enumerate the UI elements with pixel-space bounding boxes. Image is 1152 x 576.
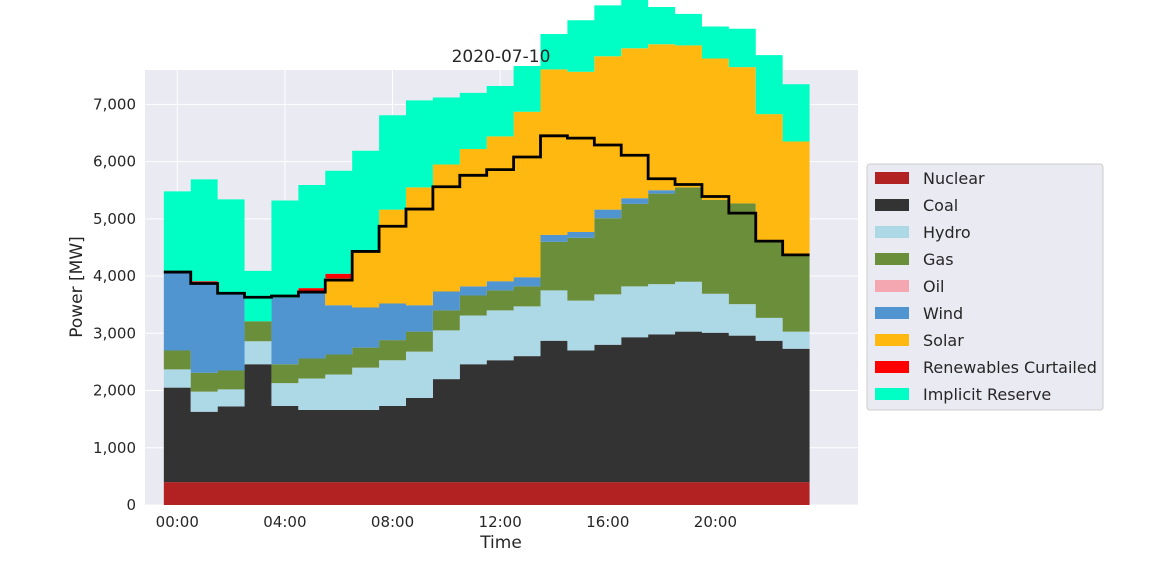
legend-swatch-oil (875, 280, 909, 292)
stacked-areas (163, 0, 810, 505)
x-tick-label: 20:00 (694, 513, 737, 531)
legend-swatch-nuclear (875, 172, 909, 184)
legend-swatch-hydro (875, 226, 909, 238)
legend: Nuclear Coal Hydro Gas Oil Wind Solar Renewable… (866, 163, 1104, 411)
y-tick-label: 0 (126, 496, 136, 514)
legend-label-wind: Wind (923, 304, 963, 323)
legend-swatch-gas (875, 253, 909, 265)
y-axis-label: Power [MW] (67, 236, 87, 338)
area-implicit-reserve (163, 0, 810, 322)
legend-swatch-wind (875, 307, 909, 319)
legend-swatch-implicit-reserve (875, 388, 909, 400)
legend-label-gas: Gas (923, 250, 954, 269)
y-tick-label: 5,000 (93, 210, 136, 228)
x-tick-label: 00:00 (156, 513, 199, 531)
legend-label-implicit-reserve: Implicit Reserve (923, 385, 1051, 404)
legend-label-solar: Solar (923, 331, 964, 350)
legend-frame (866, 163, 1104, 411)
x-axis-label: Time (479, 533, 522, 553)
x-axis-ticks: 00:00 04:00 08:00 12:00 16:00 20:00 (156, 513, 737, 531)
y-tick-label: 3,000 (93, 324, 136, 342)
area-hydro (163, 281, 810, 412)
legend-label-oil: Oil (923, 277, 944, 296)
y-tick-label: 4,000 (93, 267, 136, 285)
load-line (163, 134, 810, 299)
load-line-group (163, 134, 810, 299)
legend-swatch-coal (875, 199, 909, 211)
y-axis-ticks: 0 1,000 2,000 3,000 4,000 5,000 6,000 7,000 (93, 95, 136, 514)
legend-swatch-solar (875, 334, 909, 346)
x-tick-label: 12:00 (479, 513, 522, 531)
legend-label-nuclear: Nuclear (923, 169, 985, 188)
x-tick-label: 04:00 (263, 513, 306, 531)
chart-title: 2020-07-10 (452, 47, 551, 67)
y-tick-label: 1,000 (93, 439, 136, 457)
legend-label-hydro: Hydro (923, 223, 971, 242)
legend-label-renewables-curtailed: Renewables Curtailed (923, 358, 1097, 377)
y-tick-label: 7,000 (93, 95, 136, 113)
x-tick-label: 08:00 (371, 513, 414, 531)
legend-swatch-renewables-curtailed (875, 361, 909, 373)
legend-label-coal: Coal (923, 196, 958, 215)
area-gas (163, 187, 810, 392)
area-coal (163, 331, 810, 483)
area-nuclear (163, 482, 810, 505)
area-wind (163, 187, 810, 373)
y-tick-label: 6,000 (93, 153, 136, 171)
y-tick-label: 2,000 (93, 382, 136, 400)
area-solar (163, 44, 810, 322)
x-tick-label: 16:00 (586, 513, 629, 531)
